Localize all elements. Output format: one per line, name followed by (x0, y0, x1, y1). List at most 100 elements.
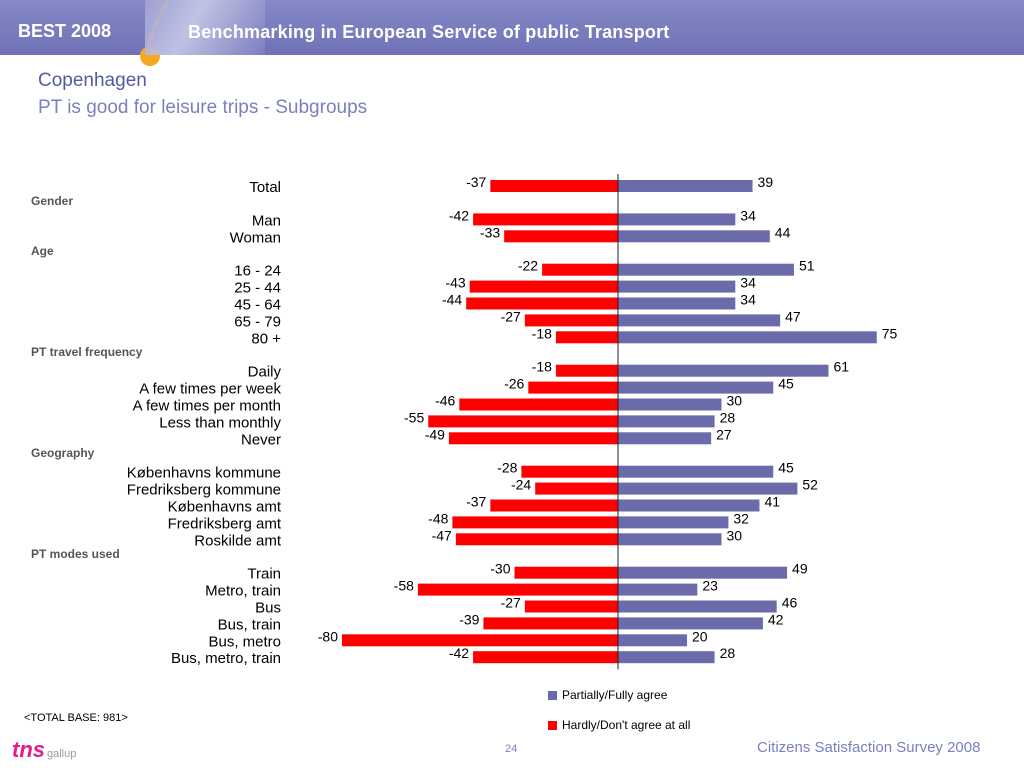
value-label-disagree: -18 (532, 359, 552, 375)
value-label-agree: 44 (775, 224, 791, 240)
value-label-disagree: -48 (428, 510, 448, 526)
bar-agree (618, 482, 798, 495)
bar-agree (618, 617, 763, 630)
bar-disagree (428, 415, 618, 428)
group-label: PT travel frequency (31, 345, 143, 359)
bar-agree (618, 566, 788, 579)
legend-swatch-disagree (548, 720, 557, 730)
value-label-disagree: -33 (480, 224, 500, 240)
bar-agree (618, 213, 736, 226)
value-label-disagree: -22 (518, 258, 538, 274)
bar-disagree (524, 600, 618, 613)
value-label-agree: 27 (716, 426, 732, 442)
bar-agree (618, 331, 877, 344)
value-label-agree: 34 (740, 207, 756, 223)
value-label-disagree: -44 (442, 292, 462, 308)
bar-disagree (469, 280, 618, 293)
value-label-agree: 45 (778, 376, 794, 392)
bar-disagree (514, 566, 618, 579)
row-label: Total (249, 179, 281, 196)
bar-agree (618, 600, 777, 613)
bar-disagree (535, 482, 618, 495)
row-label: Fredriksberg amt (168, 515, 282, 532)
value-label-disagree: -24 (511, 477, 531, 493)
value-label-agree: 34 (740, 292, 756, 308)
bar-agree (618, 314, 781, 327)
tns-gallup-logo: tns gallup (12, 737, 76, 763)
row-label: A few times per week (139, 381, 281, 398)
bar-agree (618, 180, 753, 192)
value-label-agree: 52 (802, 477, 818, 493)
value-label-agree: 51 (799, 258, 815, 274)
value-label-disagree: -37 (466, 174, 486, 190)
bar-agree (618, 583, 698, 596)
bar-agree (618, 651, 715, 664)
row-label: 16 - 24 (234, 263, 281, 280)
bar-agree (618, 398, 722, 411)
group-label: PT modes used (31, 547, 120, 561)
legend-swatch-agree (548, 690, 557, 700)
bar-agree (618, 432, 712, 445)
group-label: Gender (31, 194, 73, 208)
value-label-agree: 20 (692, 628, 708, 644)
bar-disagree (483, 617, 618, 630)
value-label-disagree: -18 (532, 325, 552, 341)
value-label-disagree: -30 (490, 561, 510, 577)
row-label: Københavns kommune (127, 465, 281, 482)
value-label-agree: 28 (720, 645, 736, 661)
total-base-note: <TOTAL BASE: 981> (24, 712, 128, 724)
bar-disagree (342, 634, 618, 647)
value-label-disagree: -27 (501, 595, 521, 611)
bar-disagree (455, 533, 618, 546)
value-label-disagree: -46 (435, 393, 455, 409)
value-label-agree: 28 (720, 409, 736, 425)
bar-disagree (555, 364, 618, 377)
row-label: Fredriksberg kommune (127, 482, 281, 499)
value-label-disagree: -28 (497, 460, 517, 476)
page-number: 24 (505, 743, 518, 755)
bar-disagree (448, 432, 618, 445)
value-label-disagree: -47 (432, 527, 452, 543)
survey-name: Citizens Satisfaction Survey 2008 (757, 739, 981, 756)
value-label-agree: 42 (768, 611, 784, 627)
value-label-disagree: -58 (394, 578, 414, 594)
value-label-agree: 32 (733, 510, 749, 526)
row-label: 25 - 44 (234, 280, 281, 297)
legend-label-disagree: Hardly/Don't agree at all (562, 718, 691, 732)
value-label-agree: 47 (785, 308, 801, 324)
bar-disagree (521, 465, 618, 478)
bar-disagree (542, 263, 618, 276)
row-label: 45 - 64 (234, 297, 281, 314)
value-label-disagree: -55 (404, 409, 424, 425)
bar-agree (618, 381, 774, 394)
value-label-agree: 45 (778, 460, 794, 476)
row-label: Daily (248, 364, 282, 381)
row-label: Roskilde amt (194, 532, 282, 549)
bar-disagree (555, 331, 618, 344)
value-label-disagree: -37 (466, 494, 486, 510)
bar-agree (618, 364, 829, 377)
value-label-agree: 41 (764, 494, 780, 510)
value-label-disagree: -26 (504, 376, 524, 392)
group-label: Geography (31, 446, 95, 460)
row-label: Bus, train (218, 616, 281, 633)
row-label: 65 - 79 (234, 313, 281, 330)
bar-disagree (528, 381, 618, 394)
bar-agree (618, 415, 715, 428)
bar-agree (618, 499, 760, 512)
value-label-agree: 75 (882, 325, 898, 341)
value-label-disagree: -43 (445, 275, 465, 291)
bar-agree (618, 297, 736, 310)
value-label-agree: 39 (758, 174, 774, 190)
bar-agree (618, 533, 722, 546)
chart-legend: Partially/Fully agree Hardly/Don't agree… (548, 687, 690, 747)
value-label-agree: 61 (833, 359, 849, 375)
group-label: Age (31, 244, 54, 258)
row-label: Less than monthly (159, 414, 281, 431)
value-label-disagree: -42 (449, 207, 469, 223)
value-label-disagree: -27 (501, 308, 521, 324)
bar-agree (618, 230, 770, 243)
header-photo (145, 0, 265, 55)
value-label-disagree: -80 (318, 628, 338, 644)
bar-disagree (524, 314, 618, 327)
